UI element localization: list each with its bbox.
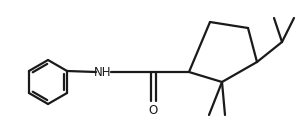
Text: O: O bbox=[148, 103, 158, 117]
Text: NH: NH bbox=[94, 66, 112, 78]
